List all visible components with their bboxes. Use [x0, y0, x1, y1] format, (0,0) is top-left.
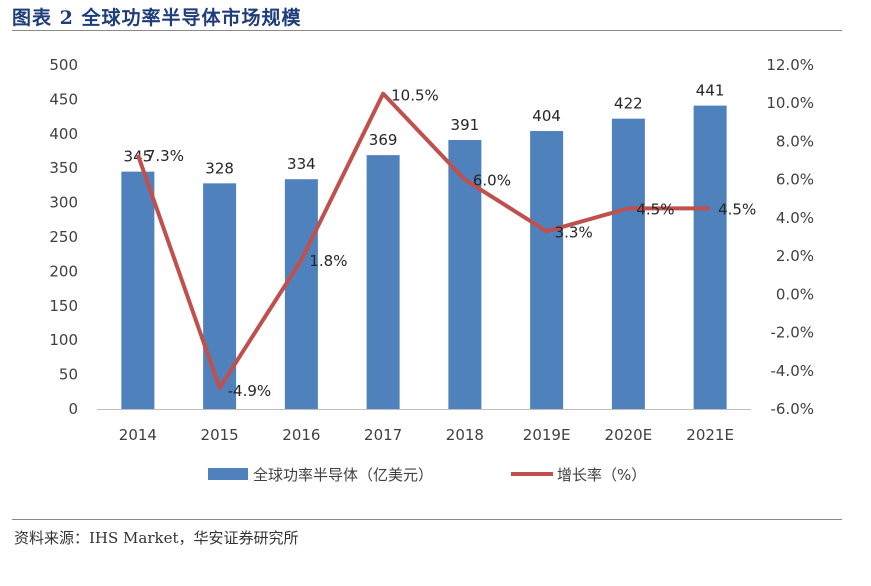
left-tick-label: 0 [68, 400, 78, 418]
rate-value-label: 3.3% [555, 223, 593, 241]
left-axis: 0 50 100 150 200 250 300 350 400 450 500 [49, 56, 78, 418]
bar [693, 105, 727, 409]
rate-value-label: -4.9% [228, 382, 272, 400]
bar [530, 131, 564, 409]
right-tick-label: 8.0% [776, 132, 814, 150]
bar-value-label: 404 [532, 107, 561, 125]
legend-line-label: 增长率（%） [557, 466, 646, 484]
right-tick-label: 2.0% [776, 247, 814, 265]
bar [121, 171, 155, 409]
category-label: 2014 [119, 426, 157, 444]
left-tick-label: 300 [49, 194, 78, 212]
bar [611, 118, 645, 409]
bar-value-label: 441 [696, 82, 725, 100]
bar [284, 179, 318, 409]
category-label: 2019E [523, 426, 571, 444]
growth-rate-line [135, 91, 711, 390]
left-tick-label: 500 [49, 56, 78, 74]
right-tick-label: 0.0% [776, 285, 814, 303]
legend-bar-swatch [208, 468, 248, 480]
bar-value-label: 328 [205, 159, 234, 177]
rate-value-label: 6.0% [473, 172, 511, 190]
category-label: 2017 [364, 426, 402, 444]
title-divider [12, 30, 842, 31]
right-tick-label: 4.0% [776, 209, 814, 227]
rate-value-label: 4.5% [636, 200, 674, 218]
source-note: 资料来源：IHS Market，华安证券研究所 [14, 529, 299, 547]
left-tick-label: 400 [49, 125, 78, 143]
bar-value-label: 422 [614, 95, 643, 113]
bar [366, 155, 400, 409]
rate-value-label: 1.8% [309, 252, 347, 270]
rate-value-label: 7.3% [146, 147, 184, 165]
left-tick-label: 150 [49, 297, 78, 315]
right-tick-label: 6.0% [776, 171, 814, 189]
category-label: 2018 [446, 426, 484, 444]
right-tick-label: 12.0% [766, 56, 814, 74]
left-tick-label: 50 [59, 366, 78, 384]
right-tick-label: -4.0% [770, 362, 814, 380]
left-tick-label: 100 [49, 331, 78, 349]
left-tick-label: 200 [49, 262, 78, 280]
x-axis-labels: 2014 2015 2016 2017 2018 2019E 2020E 2021E [119, 426, 734, 444]
source-divider [12, 519, 842, 520]
legend-bar-label: 全球功率半导体（亿美元） [253, 466, 433, 484]
category-label: 2020E [605, 426, 653, 444]
category-label: 2015 [201, 426, 239, 444]
bar [203, 183, 237, 409]
right-tick-label: -2.0% [770, 324, 814, 342]
figure-title: 图表 2 全球功率半导体市场规模 [12, 7, 302, 29]
legend: 全球功率半导体（亿美元） 增长率（%） [208, 466, 646, 484]
left-tick-label: 350 [49, 159, 78, 177]
left-tick-label: 250 [49, 228, 78, 246]
category-label: 2021E [686, 426, 734, 444]
growth-rate-data-labels: 7.3% -4.9% 1.8% 10.5% 6.0% 3.3% 4.5% 4.5% [146, 87, 756, 400]
rate-value-label: 10.5% [391, 87, 439, 105]
right-axis: -6.0% -4.0% -2.0% 0.0% 2.0% 4.0% 6.0% 8.0% 10.0%… [766, 56, 814, 418]
rate-value-label: 4.5% [718, 200, 756, 218]
right-tick-label: -6.0% [770, 400, 814, 418]
left-tick-label: 450 [49, 90, 78, 108]
right-tick-label: 10.0% [766, 94, 814, 112]
bar-value-label: 369 [369, 131, 398, 149]
category-label: 2016 [282, 426, 320, 444]
bar-series [121, 105, 727, 409]
bar-value-label: 391 [451, 116, 480, 134]
bar-value-label: 334 [287, 155, 316, 173]
